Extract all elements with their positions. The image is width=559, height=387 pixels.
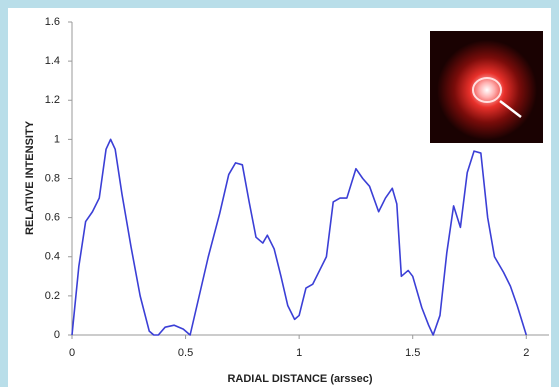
y-tick-label: 0 bbox=[54, 329, 60, 341]
y-axis-title: RELATIVE INTENSITY bbox=[24, 120, 36, 235]
x-tick-label: 1.5 bbox=[405, 347, 420, 359]
y-tick-label: 1.2 bbox=[45, 94, 60, 106]
x-tick-label: 0 bbox=[69, 347, 75, 359]
x-tick-label: 1 bbox=[296, 347, 302, 359]
inset-image bbox=[430, 31, 543, 143]
y-tick-label: 0.4 bbox=[45, 251, 60, 263]
x-tick-label: 0.5 bbox=[178, 347, 193, 359]
y-tick-label: 1.6 bbox=[45, 16, 60, 28]
x-tick-label: 2 bbox=[523, 347, 529, 359]
y-tick-label: 0.2 bbox=[45, 290, 60, 302]
y-tick-label: 0.6 bbox=[45, 212, 60, 224]
y-tick-label: 1 bbox=[54, 133, 60, 145]
y-tick-label: 0.8 bbox=[45, 172, 60, 184]
x-axis-title: RADIAL DISTANCE (arssec) bbox=[227, 373, 372, 385]
y-tick-label: 1.4 bbox=[45, 55, 60, 67]
chart: RADIAL DISTANCE (arssec) RELATIVE INTENS… bbox=[0, 0, 559, 387]
page: {"chart_data": {"type": "line", "xlabel"… bbox=[0, 0, 559, 387]
